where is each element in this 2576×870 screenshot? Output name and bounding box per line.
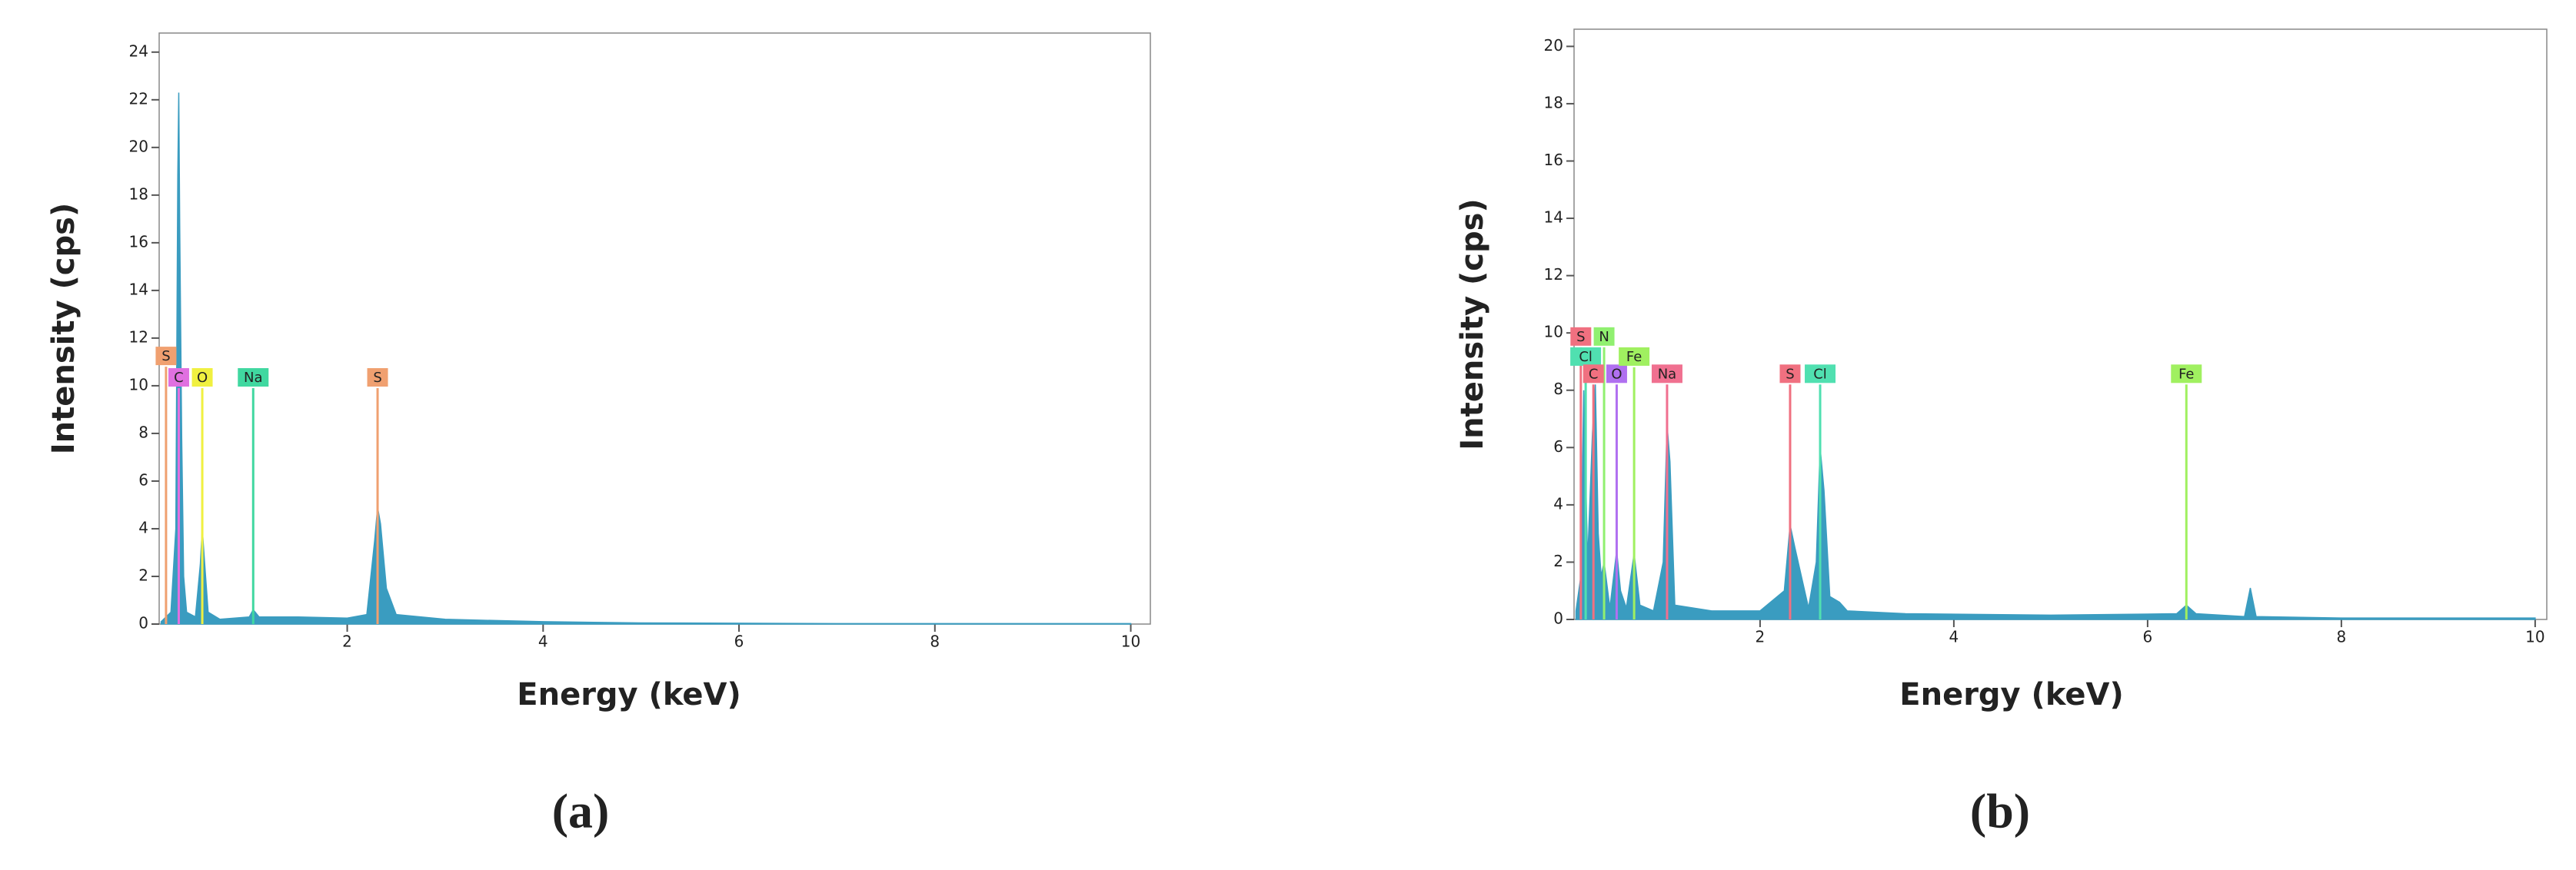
element-label: N <box>1599 329 1609 345</box>
y-tick-label: 2 <box>1553 552 1563 570</box>
element-label: S <box>373 370 381 386</box>
x-tick-label: 8 <box>930 633 940 651</box>
y-tick-label: 20 <box>129 137 148 155</box>
x-tick-label: 2 <box>1756 628 1766 646</box>
x-tick-label: 6 <box>2143 628 2153 646</box>
y-tick-label: 10 <box>129 375 148 393</box>
y-tick-label: 8 <box>138 423 148 441</box>
y-tick-label: 6 <box>138 470 148 489</box>
y-tick-label: 20 <box>1544 36 1563 55</box>
y-tick-label: 0 <box>138 614 148 633</box>
element-label-box <box>1583 364 1604 384</box>
x-axis-title: Energy (keV) <box>1899 677 2123 712</box>
element-label-box <box>1651 364 1682 384</box>
y-tick-label: 12 <box>129 327 148 346</box>
element-label: Fe <box>2178 366 2194 382</box>
caption: (a) <box>552 784 610 838</box>
y-tick-label: 16 <box>129 232 148 251</box>
y-tick-label: 8 <box>1553 380 1563 398</box>
element-label: C <box>174 370 184 386</box>
element-label-box <box>1570 327 1592 346</box>
y-tick-label: 22 <box>129 89 148 108</box>
element-label: S <box>1786 366 1794 382</box>
y-tick-label: 4 <box>138 518 148 536</box>
element-label: Fe <box>1626 349 1642 365</box>
element-label: Na <box>1658 366 1677 382</box>
element-label: Cl <box>1813 366 1827 382</box>
y-tick-label: 6 <box>1553 437 1563 456</box>
plot-area <box>1573 28 2548 620</box>
y-tick-label: 14 <box>129 280 148 298</box>
y-tick-label: 4 <box>1553 494 1563 513</box>
element-label-box <box>1619 347 1650 366</box>
element-label: Na <box>244 370 263 386</box>
element-label-box <box>1593 327 1615 346</box>
y-tick-label: 0 <box>1553 609 1563 628</box>
element-label-box <box>238 368 269 387</box>
element-label-box <box>155 347 177 366</box>
y-tick-label: 18 <box>1544 93 1563 111</box>
element-label: O <box>1611 366 1622 382</box>
x-tick-label: 10 <box>1121 633 1140 651</box>
element-label-box <box>367 368 388 387</box>
caption: (b) <box>1970 784 2030 838</box>
x-tick-label: 6 <box>734 633 744 651</box>
x-tick-label: 4 <box>1949 628 1959 646</box>
x-axis-title: Energy (keV) <box>517 677 741 712</box>
element-label: C <box>1589 366 1599 382</box>
element-label: O <box>197 370 208 386</box>
element-label-box <box>1805 364 1836 384</box>
element-label-box <box>2171 364 2202 384</box>
spectrum <box>160 92 1132 625</box>
element-label: S <box>161 348 170 364</box>
y-tick-label: 24 <box>129 42 148 60</box>
y-tick-label: 10 <box>1544 323 1563 341</box>
element-label-box <box>1779 364 1801 384</box>
element-label-box <box>191 368 213 387</box>
y-tick-label: 2 <box>138 566 148 584</box>
spectrum <box>1575 384 2536 620</box>
x-tick-label: 2 <box>342 633 352 651</box>
element-label: Cl <box>1579 349 1593 365</box>
y-tick-label: 16 <box>1544 151 1563 169</box>
y-tick-label: 18 <box>129 184 148 203</box>
element-label-box <box>1570 347 1602 366</box>
element-label-box <box>1606 364 1627 384</box>
x-tick-label: 10 <box>2525 628 2544 646</box>
y-tick-label: 14 <box>1544 208 1563 227</box>
y-axis-title: Intensity (cps) <box>1455 198 1490 450</box>
x-tick-label: 8 <box>2337 628 2347 646</box>
plot-area <box>158 32 1151 625</box>
x-tick-label: 4 <box>538 633 548 651</box>
y-tick-label: 12 <box>1544 265 1563 284</box>
element-label-box <box>168 368 189 387</box>
element-label: S <box>1576 329 1585 345</box>
y-axis-title: Intensity (cps) <box>46 203 82 454</box>
